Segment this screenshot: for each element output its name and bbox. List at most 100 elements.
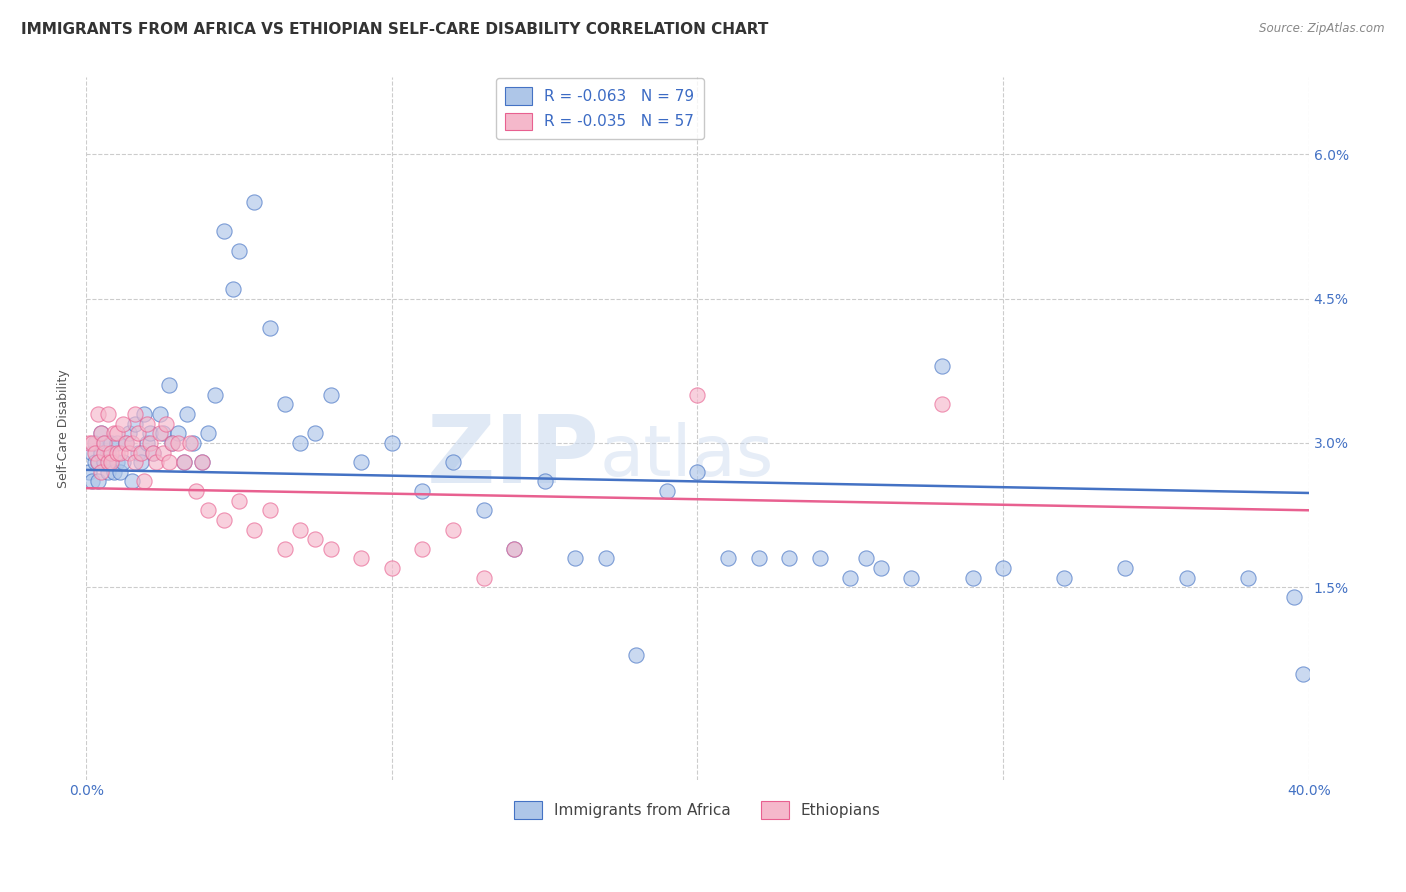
Point (93, 445, 115, 459)
Point (288, 436, 311, 450)
Point (472, 503, 495, 517)
Point (105, 426, 128, 441)
Point (142, 445, 165, 459)
Point (686, 388, 709, 402)
Point (931, 359, 953, 373)
Point (626, 648, 648, 662)
Point (503, 541, 526, 556)
Point (121, 475, 143, 489)
Point (166, 426, 188, 441)
Point (1114, 561, 1136, 575)
Y-axis label: Self-Care Disability: Self-Care Disability (58, 369, 70, 488)
Point (778, 551, 800, 566)
Point (533, 475, 555, 489)
Point (111, 417, 134, 431)
Point (179, 436, 201, 450)
Point (228, 493, 250, 508)
Point (82, 436, 104, 450)
Point (173, 455, 195, 469)
Point (148, 407, 170, 421)
Point (288, 523, 311, 537)
Point (181, 436, 204, 450)
Point (90, 445, 112, 459)
Point (103, 426, 125, 441)
Point (129, 445, 152, 459)
Point (105, 436, 128, 450)
Point (157, 455, 180, 469)
Point (441, 523, 464, 537)
Point (105, 445, 128, 459)
Legend: Immigrants from Africa, Ethiopians: Immigrants from Africa, Ethiopians (508, 795, 887, 824)
Point (129, 455, 152, 469)
Point (962, 571, 984, 585)
Point (1053, 571, 1076, 585)
Point (152, 426, 174, 441)
Point (96, 445, 118, 459)
Point (1292, 666, 1315, 681)
Point (1236, 571, 1258, 585)
Point (381, 436, 404, 450)
Text: IMMIGRANTS FROM AFRICA VS ETHIOPIAN SELF-CARE DISABILITY CORRELATION CHART: IMMIGRANTS FROM AFRICA VS ETHIOPIAN SELF… (21, 22, 769, 37)
Point (90, 465, 112, 479)
Point (319, 388, 342, 402)
Point (124, 417, 146, 431)
Point (191, 455, 214, 469)
Point (900, 571, 922, 585)
Point (1175, 571, 1198, 585)
Point (118, 426, 141, 441)
Point (127, 445, 149, 459)
Point (152, 445, 174, 459)
Point (655, 483, 678, 498)
Text: ZIP: ZIP (427, 410, 600, 502)
Point (441, 455, 464, 469)
Point (139, 426, 162, 441)
Point (87, 455, 110, 469)
Point (350, 455, 373, 469)
Point (173, 455, 195, 469)
Point (134, 407, 156, 421)
Point (87, 475, 110, 489)
Point (93, 455, 115, 469)
Point (839, 571, 862, 585)
Point (136, 417, 159, 431)
Text: atlas: atlas (600, 422, 775, 491)
Point (160, 436, 183, 450)
Point (84, 455, 107, 469)
Point (160, 436, 183, 450)
Point (139, 436, 162, 450)
Point (259, 320, 281, 334)
Point (166, 436, 188, 450)
Point (105, 455, 128, 469)
Point (717, 551, 740, 566)
Point (197, 426, 219, 441)
Point (564, 551, 586, 566)
Point (222, 282, 245, 296)
Point (472, 571, 495, 585)
Point (121, 436, 143, 450)
Point (148, 426, 170, 441)
Point (686, 465, 709, 479)
Point (350, 551, 373, 566)
Point (100, 455, 122, 469)
Point (212, 513, 235, 527)
Point (186, 483, 208, 498)
Point (855, 551, 877, 566)
Point (870, 561, 893, 575)
Point (84, 445, 107, 459)
Point (82, 445, 104, 459)
Point (100, 445, 122, 459)
Point (115, 436, 138, 450)
Point (115, 436, 138, 450)
Point (136, 436, 159, 450)
Point (124, 455, 146, 469)
Point (100, 436, 122, 450)
Point (118, 445, 141, 459)
Point (87, 407, 110, 421)
Point (411, 541, 433, 556)
Point (93, 436, 115, 450)
Point (319, 541, 342, 556)
Point (142, 445, 165, 459)
Point (145, 455, 167, 469)
Point (748, 551, 770, 566)
Point (96, 455, 118, 469)
